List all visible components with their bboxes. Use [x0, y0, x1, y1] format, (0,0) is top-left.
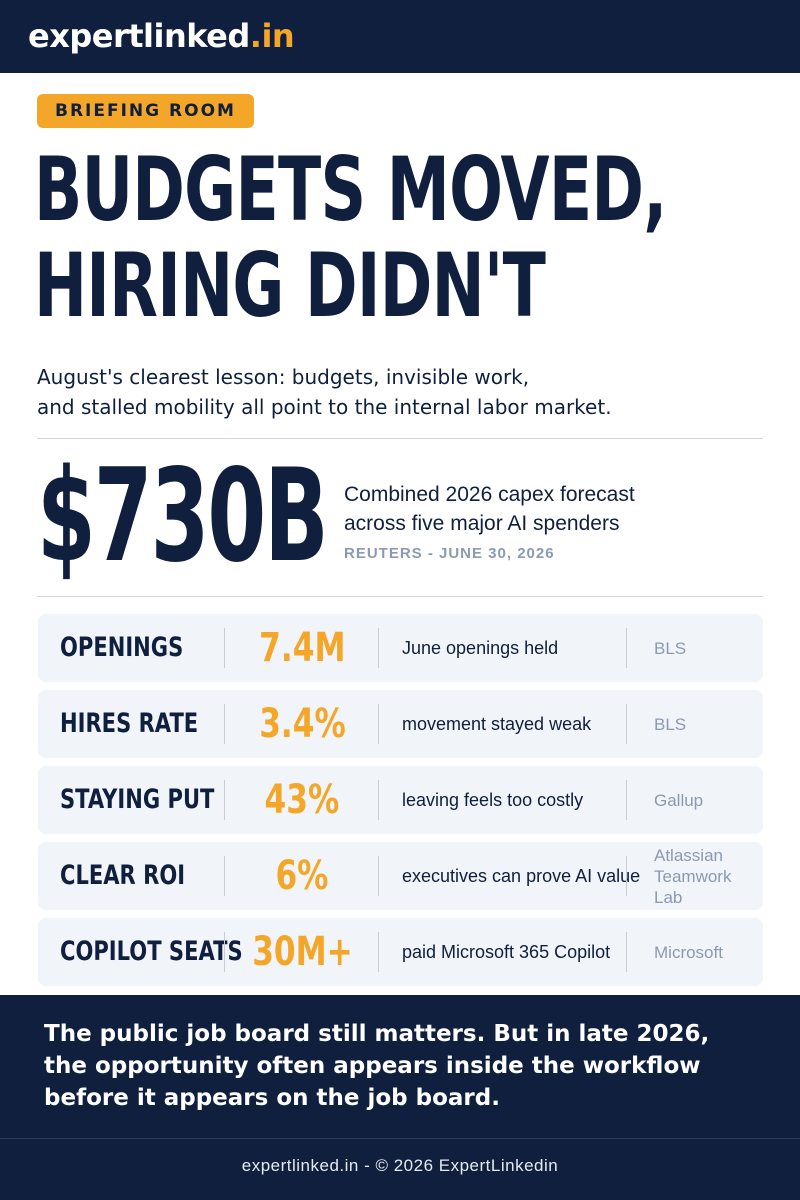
- subhead-line-1: August's clearest lesson: budgets, invis…: [37, 365, 530, 389]
- stat-source: Microsoft: [654, 942, 723, 962]
- footer-divider: [0, 1138, 800, 1139]
- headline: BUDGETS MOVED, HIRING DIDN'T: [34, 142, 794, 334]
- stat-row-copilot-seats: COPILOT SEATS 30M+ paid Microsoft 365 Co…: [38, 918, 763, 986]
- stat-divider: [626, 780, 627, 820]
- stat-divider: [224, 704, 225, 744]
- stat-label: CLEAR ROI: [60, 860, 186, 891]
- closing-line-2: the opportunity often appears inside the…: [44, 1053, 701, 1079]
- stat-source: BLS: [654, 714, 687, 734]
- section-badge: BRIEFING ROOM: [37, 94, 254, 128]
- capex-desc-line-1: Combined 2026 capex forecast: [344, 483, 635, 506]
- stat-divider: [626, 856, 627, 896]
- stat-note: movement stayed weak: [402, 714, 592, 734]
- stat-row-staying-put: STAYING PUT 43% leaving feels too costly…: [38, 766, 763, 834]
- stat-divider: [626, 628, 627, 668]
- capex-desc-line-2: across five major AI spenders: [344, 512, 620, 535]
- stat-divider: [626, 704, 627, 744]
- stat-divider: [378, 628, 379, 668]
- capex-description: Combined 2026 capex forecast across five…: [344, 480, 744, 538]
- stat-source: BLS: [654, 638, 687, 658]
- headline-line-1: BUDGETS MOVED,: [34, 138, 667, 241]
- capex-figure: $730B: [37, 442, 329, 591]
- subhead-line-2: and stalled mobility all point to the in…: [37, 395, 612, 419]
- divider: [37, 438, 763, 439]
- stat-value: 43%: [264, 777, 340, 823]
- top-bar: expertlinked.in: [0, 0, 800, 73]
- brand-tld: .in: [249, 17, 295, 55]
- stat-divider: [224, 780, 225, 820]
- stat-value: 3.4%: [258, 701, 346, 747]
- stat-row-hires-rate: HIRES RATE 3.4% movement stayed weak BLS: [38, 690, 763, 758]
- stat-divider: [626, 932, 627, 972]
- brand-logo[interactable]: expertlinked.in: [28, 16, 295, 56]
- closing-line-1: The public job board still matters. But …: [44, 1021, 710, 1047]
- footer-credit[interactable]: expertlinked.in - © 2026 ExpertLinkedin: [241, 1156, 559, 1175]
- closing-panel: [0, 995, 800, 1200]
- stat-divider: [224, 932, 225, 972]
- capex-source: REUTERS - JUNE 30, 2026: [344, 545, 555, 562]
- stat-value: 6%: [275, 853, 329, 899]
- stats-table: OPENINGS 7.4M June openings held BLS HIR…: [38, 614, 763, 994]
- stat-note: leaving feels too costly: [402, 790, 584, 810]
- stat-source: Atlassian Teamwork Lab: [654, 845, 732, 907]
- stat-label: OPENINGS: [60, 632, 184, 663]
- subheadline: August's clearest lesson: budgets, invis…: [37, 362, 767, 422]
- brand-name: expertlinked: [28, 17, 250, 55]
- stat-divider: [378, 932, 379, 972]
- stat-label: HIRES RATE: [60, 708, 199, 739]
- stat-divider: [378, 704, 379, 744]
- stat-value: 30M+: [251, 929, 353, 975]
- stat-divider: [224, 856, 225, 896]
- stat-label: STAYING PUT: [60, 784, 215, 815]
- stat-value: 7.4M: [258, 625, 346, 671]
- stat-label: COPILOT SEATS: [60, 936, 243, 967]
- stat-row-openings: OPENINGS 7.4M June openings held BLS: [38, 614, 763, 682]
- stat-source: Gallup: [654, 790, 704, 810]
- stat-divider: [378, 856, 379, 896]
- headline-line-2: HIRING DIDN'T: [34, 234, 546, 337]
- stat-divider: [224, 628, 225, 668]
- stat-note: executives can prove AI value: [402, 866, 641, 886]
- closing-line-3: before it appears on the job board.: [44, 1085, 500, 1111]
- stat-row-clear-roi: CLEAR ROI 6% executives can prove AI val…: [38, 842, 763, 910]
- stat-divider: [378, 780, 379, 820]
- closing-statement: The public job board still matters. But …: [44, 1018, 764, 1114]
- stat-note: paid Microsoft 365 Copilot: [402, 942, 611, 962]
- divider: [37, 596, 763, 597]
- stat-note: June openings held: [402, 638, 559, 658]
